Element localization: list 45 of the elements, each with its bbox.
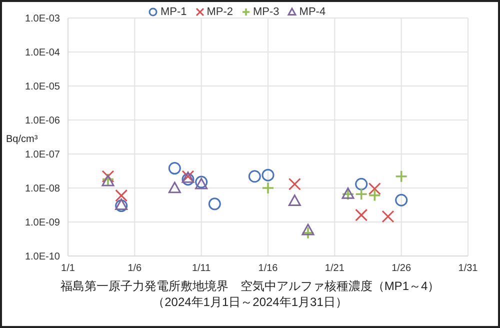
point [288,178,301,190]
point [395,194,408,206]
point [302,224,314,236]
x-tick-label: 1/31 [458,263,478,274]
point [355,178,368,190]
point [288,194,301,206]
text: 福島第一原子力発電所敷地境界 空気中アルファ核種濃度（MP1～4） [59,278,441,294]
point [248,170,261,183]
point [262,168,274,182]
point [368,188,382,202]
y-tick-label: 1.0E-08 [24,184,60,195]
point [394,170,408,183]
x-tick-label: 1/6 [128,263,142,274]
y-axis-title: Bq/cm³ [6,134,38,145]
point [368,182,381,196]
point [115,189,128,202]
point [302,226,314,240]
point [115,198,128,210]
legend-label: MP-4 [298,6,326,18]
point [354,188,368,201]
legend-label: MP-2 [206,6,233,18]
point [182,173,194,186]
point [168,162,181,175]
point [208,198,221,210]
x-tick-label: 1/16 [258,263,278,274]
point [168,182,181,194]
y-tick-label: 1.0E-09 [24,218,60,229]
point [262,182,274,194]
x-tick-label: 1/21 [324,263,345,274]
legend-label: MP-3 [252,6,280,18]
x-tick-label: 1/1 [61,263,76,274]
x-tick-label: 1/26 [392,263,412,274]
y-tick-label: 1.0E-07 [24,150,60,161]
point [355,208,368,222]
y-tick-label: 1.0E-06 [24,116,60,127]
y-tick-label: 1.0E-03 [24,14,60,25]
legend-label: MP-1 [159,6,187,18]
point [382,210,394,223]
y-tick-label: 1.0E-04 [24,48,60,59]
point [115,200,128,212]
text: （2024年1月1日～2024年1月31日） [152,294,348,310]
y-tick-label: 1.0E-05 [24,82,60,93]
point [102,170,114,183]
y-tick-label: 1.0E-10 [24,252,60,263]
x-tick-label: 1/11 [192,263,212,274]
